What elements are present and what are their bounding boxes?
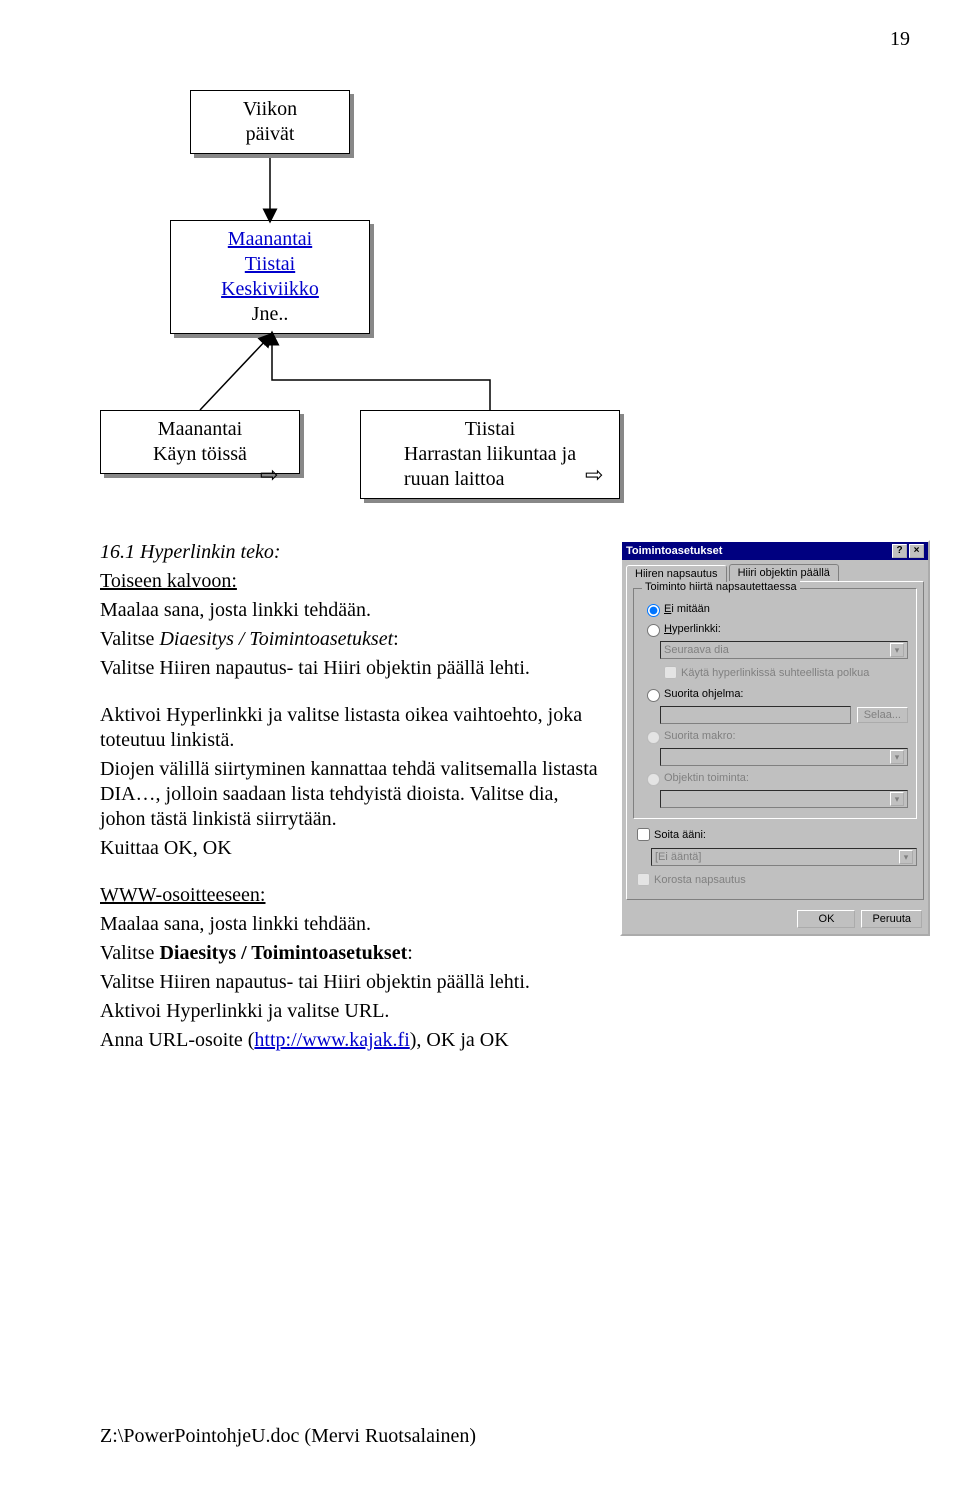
q2a: Valitse: [100, 942, 159, 964]
ok-button[interactable]: OK: [797, 910, 855, 928]
select-sound[interactable]: [Ei ääntä] ▾: [651, 848, 917, 866]
flowchart: Viikon päivät Maanantai Tiistai Keskivii…: [100, 90, 720, 510]
p2a: Valitse: [100, 628, 159, 650]
check-sound[interactable]: [637, 828, 650, 841]
p1: Maalaa sana, josta linkki tehdään.: [100, 598, 600, 623]
label-none: Ei mitään: [664, 603, 710, 615]
chevron-down-icon: ▾: [899, 850, 913, 864]
q5a: Anna URL-osoite (: [100, 1029, 254, 1051]
help-button[interactable]: ?: [892, 544, 907, 558]
browse-button[interactable]: Selaa...: [857, 707, 908, 723]
close-button[interactable]: ×: [909, 544, 924, 558]
radio-macro: [647, 731, 660, 744]
select-hyperlink[interactable]: Seuraava dia ▾: [660, 641, 908, 659]
q4: Aktivoi Hyperlinkki ja valitse URL.: [100, 999, 600, 1024]
sub2-title: WWW-osoitteeseen:: [100, 884, 266, 906]
check-highlight: [637, 873, 650, 886]
article-body: 16.1 Hyperlinkin teko: Toiseen kalvoon: …: [100, 540, 600, 1057]
footer-path: Z:\PowerPointohjeU.doc (Mervi Ruotsalain…: [100, 1425, 476, 1448]
radio-none[interactable]: [647, 604, 660, 617]
q1: Maalaa sana, josta linkki tehdään.: [100, 912, 600, 937]
page-number: 19: [890, 28, 910, 51]
p2b: Diaesitys / Toimintoasetukset: [159, 628, 393, 650]
group-action: Toiminto hiirtä napsautettaessa Ei mitää…: [633, 588, 917, 819]
tab-strip: Hiiren napsautus Hiiri objektin päällä: [622, 560, 928, 581]
label-run: Suorita ohjelma:: [664, 688, 744, 700]
section-heading: 16.1 Hyperlinkin teko:: [100, 541, 281, 563]
q2b: Diaesitys / Toimintoasetukset: [159, 942, 407, 964]
label-relpath: Käytä hyperlinkissä suhteellista polkua: [681, 667, 869, 679]
p6: Kuittaa OK, OK: [100, 836, 600, 861]
select-macro: ▾: [660, 748, 908, 766]
dialog-toimintoasetukset: Toimintoasetukset ? × Hiiren napsautus H…: [620, 540, 930, 936]
input-run-path[interactable]: [660, 706, 851, 724]
sub1-title: Toiseen kalvoon:: [100, 570, 237, 592]
p4: Aktivoi Hyperlinkki ja valitse listasta …: [100, 703, 600, 753]
dialog-title: Toimintoasetukset: [626, 545, 722, 557]
p2c: :: [393, 628, 399, 650]
check-relpath: [664, 666, 677, 679]
q5b: ), OK ja OK: [410, 1029, 509, 1051]
tab-click[interactable]: Hiiren napsautus: [626, 565, 727, 582]
label-highlight: Korosta napsautus: [654, 874, 746, 886]
dialog-titlebar: Toimintoasetukset ? ×: [622, 542, 928, 560]
chevron-down-icon: ▾: [890, 792, 904, 806]
label-macro: Suorita makro:: [664, 730, 736, 742]
connector-root-days: [100, 90, 720, 510]
radio-run[interactable]: [647, 689, 660, 702]
hyperlink-value: Seuraava dia: [664, 642, 729, 658]
label-hyperlink: Hyperlinkki:: [664, 623, 721, 635]
sound-value: [Ei ääntä]: [655, 849, 701, 865]
cancel-button[interactable]: Peruuta: [861, 910, 922, 928]
chevron-down-icon: ▾: [890, 643, 904, 657]
radio-object: [647, 773, 660, 786]
q3: Valitse Hiiren napautus- tai Hiiri objek…: [100, 970, 600, 995]
p5: Diojen välillä siirtyminen kannattaa teh…: [100, 757, 600, 832]
group-title: Toiminto hiirtä napsautettaessa: [642, 581, 800, 593]
tab-panel: Toiminto hiirtä napsautettaessa Ei mitää…: [626, 581, 924, 900]
label-sound: Soita ääni:: [654, 829, 706, 841]
chevron-down-icon: ▾: [890, 750, 904, 764]
p3: Valitse Hiiren napautus- tai Hiiri objek…: [100, 656, 600, 681]
url-link[interactable]: http://www.kajak.fi: [254, 1029, 409, 1051]
label-object: Objektin toiminta:: [664, 772, 749, 784]
tab-hover[interactable]: Hiiri objektin päällä: [729, 564, 839, 581]
dialog-buttons: OK Peruuta: [622, 904, 928, 934]
select-object: ▾: [660, 790, 908, 808]
radio-hyperlink[interactable]: [647, 624, 660, 637]
q2c: :: [407, 942, 413, 964]
